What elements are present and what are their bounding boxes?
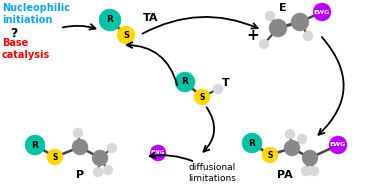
Text: T: T (222, 78, 230, 88)
Circle shape (242, 133, 262, 153)
Circle shape (194, 89, 210, 105)
Circle shape (302, 150, 318, 166)
Text: R: R (32, 140, 38, 149)
Text: R: R (106, 15, 113, 25)
Circle shape (269, 19, 287, 37)
Circle shape (92, 150, 108, 166)
Circle shape (297, 134, 307, 144)
Circle shape (47, 149, 63, 165)
Text: diffusional
limitations: diffusional limitations (188, 163, 236, 183)
Circle shape (117, 26, 135, 44)
Text: E: E (279, 3, 287, 13)
Circle shape (329, 136, 347, 154)
Circle shape (313, 3, 331, 21)
Circle shape (213, 84, 223, 94)
Circle shape (150, 145, 166, 161)
Text: +: + (247, 28, 259, 43)
Circle shape (25, 135, 45, 155)
Circle shape (93, 167, 103, 177)
Circle shape (107, 143, 117, 153)
Text: TA: TA (143, 13, 158, 23)
Circle shape (72, 139, 88, 155)
Text: R: R (182, 77, 189, 87)
Circle shape (303, 31, 313, 41)
Circle shape (175, 72, 195, 92)
Circle shape (103, 165, 113, 175)
Circle shape (262, 147, 278, 163)
Text: P: P (76, 170, 84, 180)
Circle shape (73, 128, 83, 138)
Text: ?: ? (10, 27, 18, 40)
Circle shape (284, 140, 300, 156)
Text: PA: PA (277, 170, 293, 180)
Text: R: R (248, 139, 256, 147)
Circle shape (309, 166, 319, 176)
Text: Base
catalysis: Base catalysis (2, 38, 50, 60)
Circle shape (301, 166, 311, 176)
Circle shape (265, 11, 275, 21)
Text: EWG: EWG (330, 143, 346, 147)
Text: Nucleophilic
initiation: Nucleophilic initiation (2, 3, 70, 25)
Circle shape (291, 13, 309, 31)
Text: S: S (267, 150, 273, 160)
Text: EWG: EWG (314, 9, 330, 15)
Text: S: S (199, 92, 205, 101)
Circle shape (99, 9, 121, 31)
Circle shape (285, 129, 295, 139)
Text: S: S (52, 153, 58, 161)
Circle shape (259, 39, 269, 49)
Text: EWG: EWG (151, 150, 165, 156)
Text: S: S (123, 30, 129, 40)
